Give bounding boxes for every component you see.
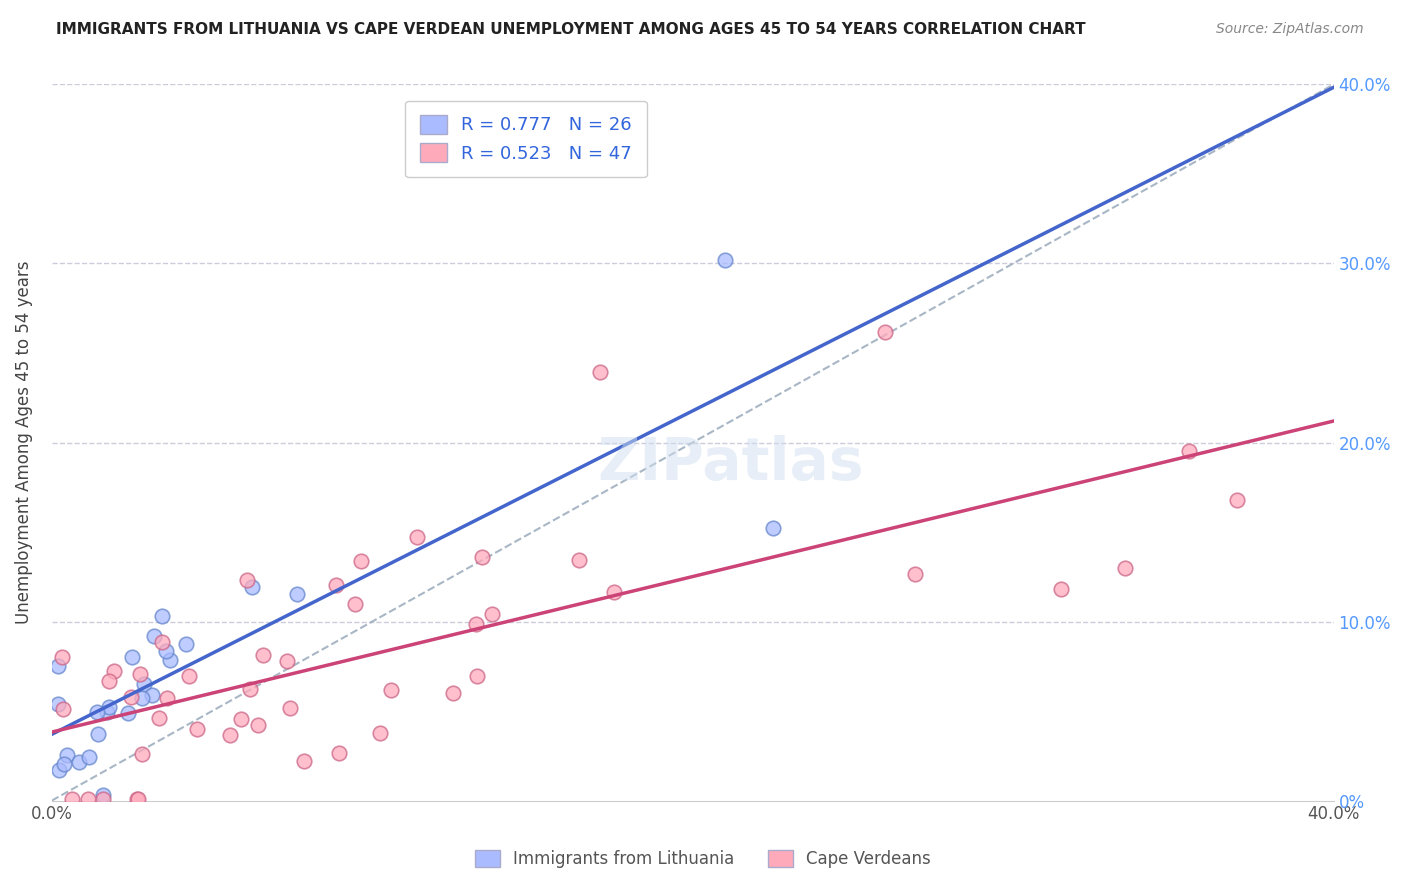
Point — [131, 747, 153, 762]
Point — [121, 650, 143, 665]
Point — [96, 705, 118, 719]
Point — [55, 747, 77, 762]
Point — [159, 653, 181, 667]
Point — [177, 669, 200, 683]
Point — [127, 792, 149, 806]
Point — [325, 578, 347, 592]
Point — [67, 755, 90, 769]
Point — [51, 650, 73, 665]
Point — [143, 629, 166, 643]
Point — [465, 617, 488, 632]
Point — [287, 587, 309, 601]
Point — [344, 597, 367, 611]
Point — [103, 664, 125, 678]
Text: Source: ZipAtlas.com: Source: ZipAtlas.com — [1216, 22, 1364, 37]
Point — [174, 637, 197, 651]
Point — [148, 711, 170, 725]
Text: ZIPatlas: ZIPatlas — [598, 435, 865, 492]
Point — [240, 580, 263, 594]
Point — [46, 698, 69, 712]
Point — [328, 746, 350, 760]
Point — [278, 701, 301, 715]
Point — [588, 365, 610, 379]
Point — [903, 567, 925, 582]
Point — [252, 648, 274, 662]
Point — [129, 667, 152, 681]
Point — [97, 673, 120, 688]
Point — [141, 689, 163, 703]
Point — [48, 763, 70, 777]
Point — [152, 608, 174, 623]
Point — [467, 669, 489, 683]
Point — [762, 521, 785, 535]
Text: IMMIGRANTS FROM LITHUANIA VS CAPE VERDEAN UNEMPLOYMENT AMONG AGES 45 TO 54 YEARS: IMMIGRANTS FROM LITHUANIA VS CAPE VERDEA… — [56, 22, 1085, 37]
Point — [46, 658, 69, 673]
Point — [406, 530, 429, 544]
Point — [86, 705, 108, 719]
Point — [155, 644, 177, 658]
Point — [156, 690, 179, 705]
Point — [1050, 582, 1073, 597]
Point — [219, 728, 242, 742]
Point — [76, 792, 98, 806]
Point — [125, 792, 148, 806]
Point — [91, 792, 114, 806]
Point — [117, 706, 139, 720]
Point — [131, 691, 153, 706]
Point — [77, 750, 100, 764]
Point — [380, 683, 402, 698]
Point — [292, 754, 315, 768]
Point — [276, 654, 298, 668]
Point — [134, 677, 156, 691]
Point — [98, 700, 121, 714]
Point — [239, 681, 262, 696]
Point — [229, 712, 252, 726]
Point — [1178, 444, 1201, 458]
Point — [53, 757, 76, 772]
Point — [350, 554, 373, 568]
Point — [568, 553, 591, 567]
Point — [873, 325, 896, 339]
Point — [368, 725, 391, 739]
Point — [60, 792, 83, 806]
Point — [1114, 561, 1136, 575]
Point — [51, 702, 73, 716]
Legend: R = 0.777   N = 26, R = 0.523   N = 47: R = 0.777 N = 26, R = 0.523 N = 47 — [405, 101, 647, 178]
Legend: Immigrants from Lithuania, Cape Verdeans: Immigrants from Lithuania, Cape Verdeans — [468, 843, 938, 875]
Point — [150, 634, 173, 648]
Point — [246, 718, 269, 732]
Point — [87, 727, 110, 741]
Point — [120, 690, 142, 704]
Point — [481, 607, 503, 622]
Point — [91, 789, 114, 803]
Point — [186, 722, 208, 736]
Point — [713, 252, 735, 267]
Y-axis label: Unemployment Among Ages 45 to 54 years: Unemployment Among Ages 45 to 54 years — [15, 260, 32, 624]
Point — [603, 584, 626, 599]
Point — [1226, 492, 1249, 507]
Point — [471, 550, 494, 565]
Point — [441, 686, 464, 700]
Point — [236, 574, 259, 588]
